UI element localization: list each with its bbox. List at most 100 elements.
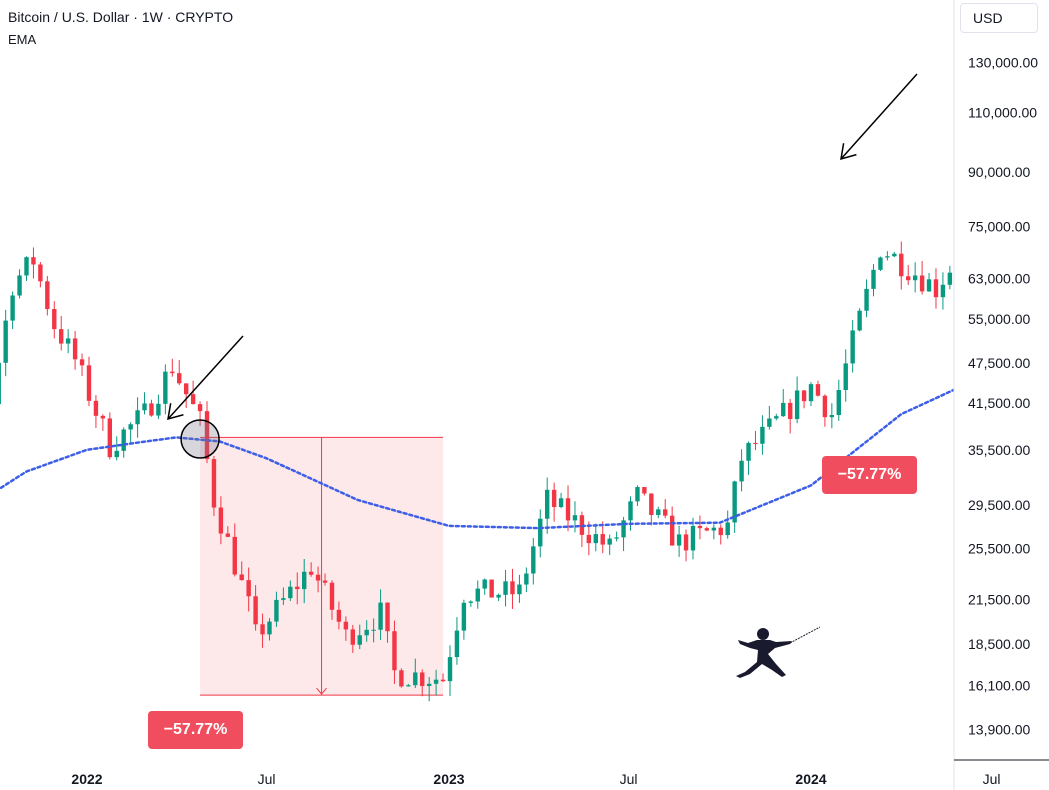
candle-53 bbox=[281, 587, 286, 605]
candle-89 bbox=[531, 538, 536, 585]
candle-37 bbox=[170, 358, 175, 377]
candle-body bbox=[447, 657, 453, 682]
candle-45 bbox=[225, 526, 231, 538]
candle-35 bbox=[156, 394, 161, 420]
markers bbox=[180, 419, 220, 459]
candle-body bbox=[475, 588, 480, 602]
candle-body bbox=[107, 418, 113, 458]
currency-selector[interactable]: USD bbox=[960, 3, 1038, 33]
candle-59 bbox=[322, 573, 328, 586]
candle-body bbox=[461, 602, 467, 631]
candle-body bbox=[676, 534, 682, 546]
candle-66 bbox=[371, 618, 376, 643]
candle-body bbox=[725, 522, 730, 536]
candle-body bbox=[621, 520, 626, 538]
candle-body bbox=[524, 573, 529, 585]
candle-22 bbox=[65, 329, 71, 354]
candle-58 bbox=[315, 566, 321, 593]
candle-46 bbox=[232, 523, 237, 577]
candle-body bbox=[572, 515, 578, 521]
y-tick-label: 21,500.00 bbox=[968, 591, 1030, 607]
indicator-label[interactable]: EMA bbox=[8, 32, 37, 47]
candle-body bbox=[267, 621, 272, 635]
candle-63 bbox=[350, 625, 356, 653]
candle-17 bbox=[31, 247, 36, 279]
candle-body bbox=[669, 515, 675, 546]
candle-body bbox=[218, 507, 224, 534]
candle-body bbox=[177, 373, 182, 384]
candle-body bbox=[86, 365, 92, 401]
arrow-right-marker bbox=[840, 73, 918, 161]
candle-98 bbox=[593, 523, 598, 552]
candle-body bbox=[315, 574, 321, 581]
candle-body bbox=[482, 579, 487, 589]
candle-body bbox=[170, 371, 175, 374]
candle-143 bbox=[906, 265, 911, 285]
x-tick-label: 2022 bbox=[71, 771, 102, 787]
candle-25 bbox=[86, 356, 92, 407]
candle-body bbox=[343, 621, 349, 630]
candle-114 bbox=[704, 526, 710, 532]
candle-body bbox=[899, 253, 904, 277]
candle-76 bbox=[440, 673, 446, 683]
candle-41 bbox=[197, 401, 203, 426]
candle-body bbox=[718, 527, 723, 536]
arrow-head bbox=[167, 403, 184, 421]
x-tick-label: Jul bbox=[983, 771, 1001, 787]
candle-99 bbox=[600, 521, 605, 554]
candle-40 bbox=[190, 380, 196, 405]
candle-body bbox=[531, 546, 536, 574]
candle-78 bbox=[454, 617, 460, 665]
candle-body bbox=[697, 525, 703, 529]
candle-body bbox=[350, 629, 356, 645]
candle-body bbox=[3, 320, 8, 363]
candle-119 bbox=[739, 449, 744, 492]
candle-body bbox=[510, 581, 515, 595]
candle-134 bbox=[843, 349, 848, 402]
candle-65 bbox=[364, 620, 369, 642]
candle-body bbox=[683, 534, 689, 551]
pointer-arrows bbox=[167, 73, 918, 421]
ema-series-line bbox=[0, 353, 1049, 530]
candle-body bbox=[871, 269, 876, 289]
candle-body bbox=[156, 403, 161, 416]
candle-body bbox=[787, 402, 793, 420]
candle-body bbox=[10, 295, 15, 321]
candle-130 bbox=[815, 380, 821, 397]
candle-body bbox=[926, 279, 932, 292]
candle-148 bbox=[940, 272, 946, 310]
candle-107 bbox=[656, 506, 661, 519]
candle-body bbox=[385, 602, 390, 632]
candle-body bbox=[239, 574, 244, 581]
x-tick-label: Jul bbox=[258, 771, 276, 787]
candle-105 bbox=[642, 487, 647, 496]
candle-136 bbox=[857, 308, 862, 332]
candle-18 bbox=[38, 262, 43, 288]
candle-body bbox=[38, 264, 43, 282]
candle-body bbox=[246, 580, 251, 597]
candle-106 bbox=[649, 493, 654, 526]
candle-body bbox=[399, 670, 404, 687]
y-tick-label: 41,500.00 bbox=[968, 395, 1030, 411]
symbol-title[interactable]: Bitcoin / U.S. Dollar · 1W · CRYPTO bbox=[8, 9, 234, 25]
candle-body bbox=[114, 450, 119, 458]
candle-body bbox=[204, 411, 210, 460]
candle-62 bbox=[343, 616, 349, 641]
candle-26 bbox=[93, 395, 99, 428]
candle-body bbox=[426, 683, 432, 687]
candle-body bbox=[822, 395, 828, 418]
candle-44 bbox=[218, 496, 224, 545]
candle-body bbox=[503, 581, 508, 595]
candle-body bbox=[163, 371, 168, 404]
candle-70 bbox=[399, 668, 404, 688]
candle-body bbox=[45, 281, 50, 310]
candle-body bbox=[933, 279, 939, 298]
candle-86 bbox=[510, 568, 515, 609]
candle-body bbox=[364, 629, 369, 636]
candle-body bbox=[100, 415, 106, 419]
candle-body bbox=[371, 629, 376, 631]
candle-48 bbox=[246, 567, 251, 612]
candle-74 bbox=[426, 677, 432, 702]
candle-131 bbox=[822, 394, 828, 427]
